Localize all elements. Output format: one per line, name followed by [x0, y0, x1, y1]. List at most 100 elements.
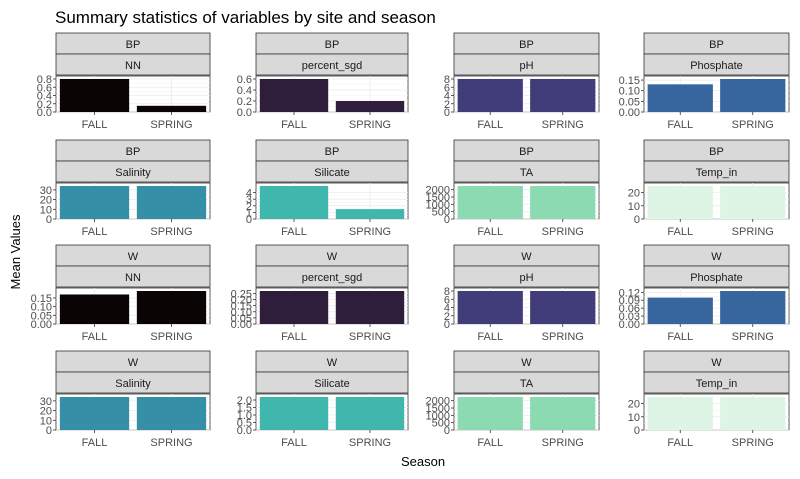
y-tick-label: 20: [40, 406, 52, 418]
y-tick-label: 4: [444, 303, 450, 315]
y-tick-label: 0: [46, 425, 52, 437]
y-tick-label: 0.10: [31, 302, 52, 314]
y-tick-label: 1: [246, 207, 252, 219]
bar: [530, 397, 596, 430]
y-tick-label: 0.05: [31, 310, 52, 322]
x-tick-label: FALL: [477, 437, 503, 449]
strip-variable: [255, 160, 409, 183]
y-tick-label: 500: [432, 418, 450, 430]
x-tick-label: SPRING: [732, 119, 774, 131]
y-tick-label: 8: [444, 74, 450, 86]
x-tick-label: FALL: [667, 226, 693, 238]
facet-panel: W Silicate 0.00.51.01.52.0 FALL SPRING: [237, 350, 409, 449]
strip-variable-label: percent_sgd: [302, 60, 363, 72]
strip-variable: [643, 160, 790, 183]
bar: [335, 101, 405, 112]
bar: [59, 79, 130, 112]
bar: [720, 79, 786, 112]
strip-variable-label: Temp_in: [696, 167, 738, 179]
bar: [335, 397, 405, 430]
bar: [136, 186, 207, 219]
strip-site-label: BP: [519, 146, 534, 158]
strip-site-label: W: [128, 251, 139, 263]
y-tick-label: 20: [40, 195, 52, 207]
bar: [530, 186, 596, 219]
strip-variable: [643, 53, 790, 76]
y-tick-label: 2.0: [237, 395, 252, 407]
y-tick-label: 0: [46, 214, 52, 226]
y-tick-label: 0.12: [619, 287, 640, 299]
bar: [647, 297, 713, 324]
strip-variable: [255, 265, 409, 288]
bar: [720, 186, 786, 219]
x-tick-label: FALL: [281, 119, 307, 131]
y-tick-label: 30: [40, 185, 52, 197]
x-tick-label: SPRING: [150, 226, 192, 238]
y-tick-label: 1.0: [237, 410, 252, 422]
y-tick-label: 2: [444, 311, 450, 323]
x-tick-label: SPRING: [349, 437, 391, 449]
y-tick-label: 0.00: [619, 107, 640, 119]
strip-site-label: W: [521, 251, 532, 263]
x-tick-label: FALL: [82, 226, 108, 238]
y-tick-label: 0: [444, 425, 450, 437]
strip-variable-label: Silicate: [314, 167, 349, 179]
y-tick-label: 3: [246, 194, 252, 206]
strip-variable: [255, 53, 409, 76]
bar: [59, 186, 130, 219]
x-tick-label: SPRING: [732, 437, 774, 449]
y-tick-label: 0.6: [237, 74, 252, 86]
strip-variable-label: NN: [125, 60, 141, 72]
y-tick-label: 1000: [426, 199, 450, 211]
y-tick-label: 0.09: [619, 295, 640, 307]
bar: [136, 291, 207, 324]
strip-variable: [453, 265, 600, 288]
bar: [720, 291, 786, 324]
y-tick-label: 30: [40, 396, 52, 408]
strip-variable: [55, 53, 211, 76]
strip-site-label: W: [521, 357, 532, 369]
strip-variable: [55, 160, 211, 183]
x-tick-label: SPRING: [349, 226, 391, 238]
x-tick-label: FALL: [667, 437, 693, 449]
y-tick-label: 1.5: [237, 403, 252, 415]
bar: [335, 291, 405, 324]
y-tick-label: 0.05: [231, 313, 252, 325]
y-tick-label: 0.2: [37, 99, 52, 111]
bar: [647, 186, 713, 219]
y-tick-label: 6: [444, 82, 450, 94]
y-tick-label: 0: [444, 214, 450, 226]
strip-variable-label: Phosphate: [690, 60, 743, 72]
strip-site-label: BP: [126, 146, 141, 158]
y-tick-label: 0.00: [231, 319, 252, 331]
strip-variable-label: Silicate: [314, 378, 349, 390]
x-tick-label: SPRING: [542, 437, 584, 449]
strip-site-label: BP: [325, 146, 340, 158]
y-axis-title: Mean Values: [8, 214, 23, 289]
y-tick-label: 0.15: [31, 293, 52, 305]
y-tick-label: 0.5: [237, 418, 252, 430]
strip-site-label: W: [128, 357, 139, 369]
x-tick-label: FALL: [667, 119, 693, 131]
y-tick-label: 0.06: [619, 303, 640, 315]
strip-variable-label: Salinity: [115, 378, 151, 390]
strip-variable: [55, 265, 211, 288]
y-tick-label: 0: [634, 425, 640, 437]
strip-variable-label: Phosphate: [690, 272, 743, 284]
bar: [530, 291, 596, 324]
strip-variable: [643, 265, 790, 288]
strip-site-label: BP: [519, 39, 534, 51]
x-tick-label: FALL: [477, 331, 503, 343]
facet-panel: BP Phosphate 0.000.050.100.15 FALL SPRING: [619, 32, 790, 131]
x-axis-title: Season: [401, 454, 445, 469]
y-tick-label: 4: [444, 91, 450, 103]
y-tick-label: 0.10: [619, 86, 640, 98]
